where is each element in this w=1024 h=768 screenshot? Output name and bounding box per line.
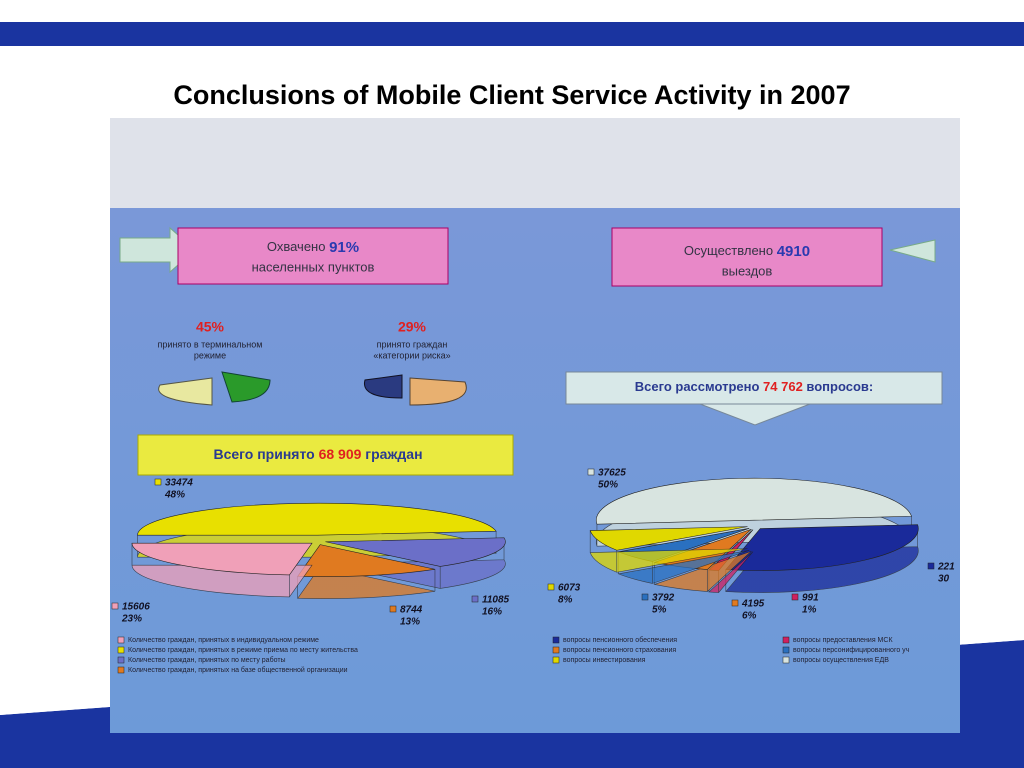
pie-value: 4195 bbox=[741, 599, 765, 610]
slide-title: Conclusions of Mobile Client Service Act… bbox=[173, 80, 850, 110]
svg-text:Всего принято 68 909 граждан: Всего принято 68 909 граждан bbox=[213, 446, 422, 462]
legend-text: Количество граждан, принятых в режиме пр… bbox=[128, 647, 358, 654]
pie-share: 48% bbox=[164, 490, 185, 501]
pie-value: 3792 bbox=[652, 593, 675, 604]
label-swatch bbox=[641, 593, 649, 601]
legend-text: Количество граждан, принятых в индивидуа… bbox=[128, 637, 319, 644]
pie-wedge bbox=[137, 502, 497, 536]
legend-swatch bbox=[782, 646, 790, 654]
small-text: режиме bbox=[194, 350, 226, 360]
box-text: Охвачено bbox=[267, 239, 326, 254]
total-text: Всего принято bbox=[213, 446, 314, 462]
legend-text: вопросы инвестирования bbox=[563, 657, 646, 664]
box-text: выездов bbox=[722, 263, 773, 278]
legend-text: Количество граждан, принятых по месту ра… bbox=[128, 656, 286, 664]
small-text: принято граждан bbox=[377, 339, 448, 349]
pie-share: 50% bbox=[598, 480, 618, 491]
pie-share: 8% bbox=[558, 595, 573, 606]
total-text: Всего рассмотрено bbox=[635, 379, 760, 394]
total-value: 68 909 bbox=[319, 446, 362, 462]
pie-value: 33474 bbox=[165, 478, 193, 489]
pie-wedge bbox=[325, 537, 506, 567]
pie-side bbox=[589, 530, 748, 573]
pie-share: 1% bbox=[802, 605, 817, 616]
legend-swatch bbox=[552, 656, 560, 664]
label-swatch bbox=[927, 562, 935, 570]
legend-swatch bbox=[782, 636, 790, 644]
small-value: 29% bbox=[398, 319, 427, 335]
box-value: 91% bbox=[329, 239, 359, 256]
legend-swatch bbox=[782, 656, 790, 664]
legend-text: вопросы пенсионного обеспечения bbox=[563, 636, 677, 644]
legend-swatch bbox=[117, 666, 125, 674]
legend-swatch bbox=[117, 656, 125, 664]
total-text: граждан bbox=[365, 446, 422, 462]
label-swatch bbox=[471, 595, 479, 603]
label-swatch bbox=[111, 602, 119, 610]
label-swatch bbox=[547, 583, 555, 591]
pie-wedge bbox=[725, 524, 919, 571]
box-text: Осуществлено bbox=[684, 243, 773, 258]
pie-share: 16% bbox=[482, 607, 502, 618]
photo: Охвачено 91% населенных пунктов Осуществ… bbox=[110, 118, 960, 733]
pie-wedge bbox=[596, 477, 912, 525]
pie-side bbox=[325, 537, 506, 589]
pie-share: 30 bbox=[938, 574, 950, 585]
legend-swatch bbox=[552, 636, 560, 644]
box-value: 4910 bbox=[777, 243, 810, 260]
total-text: вопросов: bbox=[806, 379, 873, 394]
box-text: населенных пунктов bbox=[252, 259, 375, 274]
pie-value: 37625 bbox=[598, 468, 626, 479]
pie-share: 23% bbox=[121, 614, 142, 625]
legend-text: вопросы предоставления МСК bbox=[793, 637, 893, 644]
pie-value: 11085 bbox=[482, 595, 510, 606]
pie-value: 15606 bbox=[122, 602, 150, 613]
svg-text:Охвачено 91%: Охвачено 91% bbox=[267, 239, 359, 256]
pie-value: 221 bbox=[937, 562, 955, 573]
total-value: 74 762 bbox=[763, 379, 803, 394]
label-swatch bbox=[791, 593, 799, 601]
label-swatch bbox=[587, 468, 595, 476]
label-swatch bbox=[731, 599, 739, 607]
legend-text: вопросы пенсионного страхования bbox=[563, 647, 676, 654]
pie-share: 6% bbox=[742, 611, 757, 622]
pie-wedge bbox=[297, 544, 436, 577]
legend-swatch bbox=[117, 646, 125, 654]
label-swatch bbox=[389, 605, 397, 613]
legend-text: Количество граждан, принятых на базе общ… bbox=[128, 666, 348, 674]
legend-text: вопросы персонифицированного уч bbox=[793, 647, 910, 654]
pie-share: 5% bbox=[652, 605, 667, 616]
svg-text:Осуществлено 4910: Осуществлено 4910 bbox=[684, 243, 810, 260]
svg-text:Всего рассмотрено 74 762 вопро: Всего рассмотрено 74 762 вопросов: bbox=[635, 379, 874, 394]
small-text: «категории риска» bbox=[373, 350, 450, 360]
legend-text: вопросы осуществления ЕДВ bbox=[793, 657, 889, 664]
legend-swatch bbox=[117, 636, 125, 644]
label-swatch bbox=[154, 478, 162, 486]
pie-wedge bbox=[589, 526, 748, 551]
small-value: 45% bbox=[196, 319, 225, 335]
pie-wedge bbox=[131, 542, 313, 576]
top-bar bbox=[0, 22, 1024, 46]
pie-value: 8744 bbox=[400, 605, 423, 616]
small-text: принято в терминальном bbox=[158, 339, 263, 349]
pie-share: 13% bbox=[400, 617, 420, 628]
pie-value: 6073 bbox=[558, 583, 581, 594]
pie-value: 991 bbox=[802, 593, 819, 604]
legend-swatch bbox=[552, 646, 560, 654]
